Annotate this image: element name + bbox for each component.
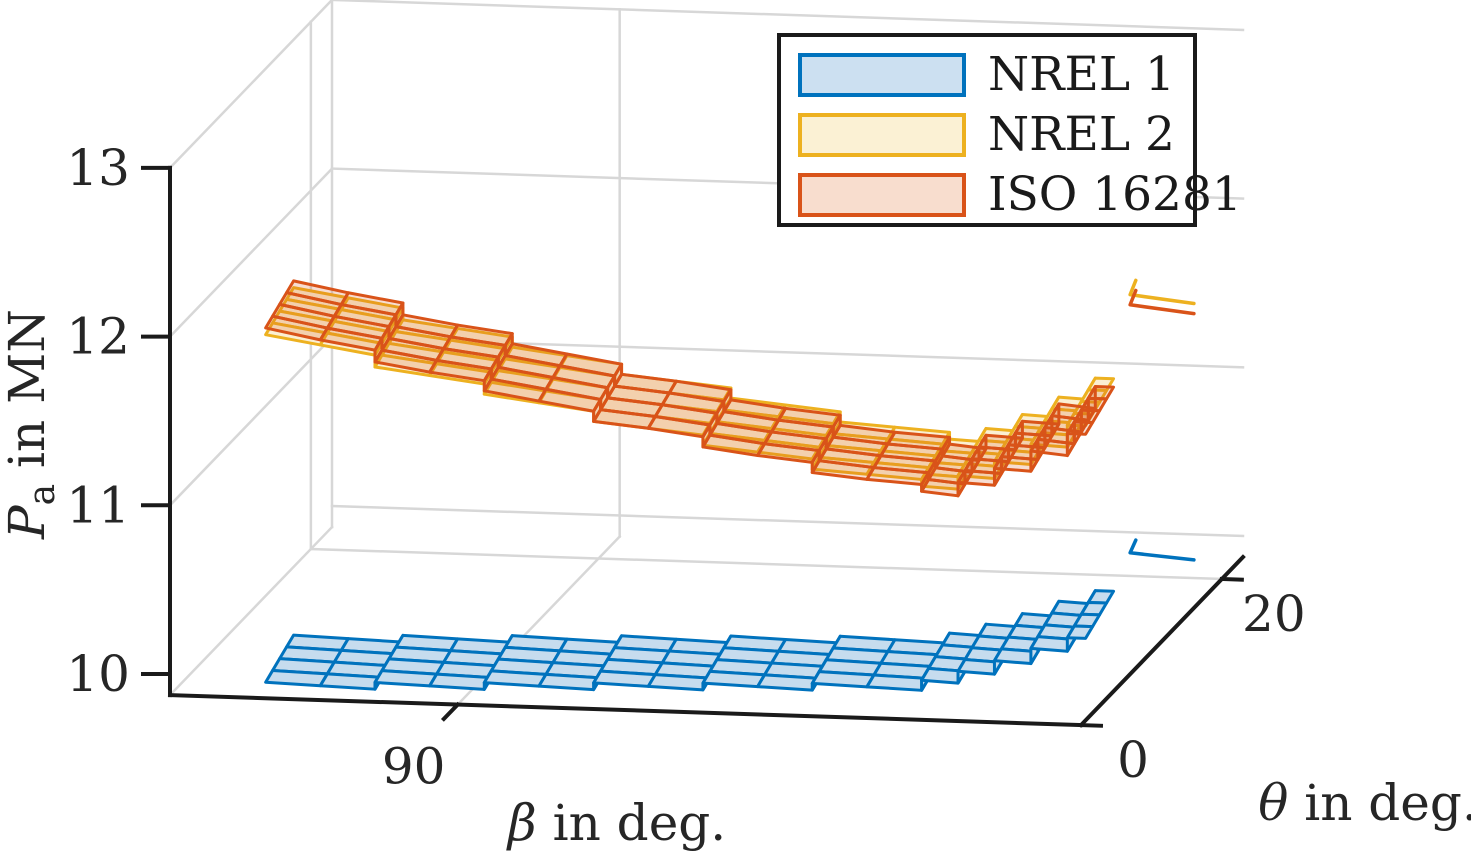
svg-text:11: 11 xyxy=(66,476,130,534)
svg-text:90: 90 xyxy=(382,738,446,796)
legend-label-nrel-2: NREL 2 xyxy=(988,107,1175,162)
svg-text:10: 10 xyxy=(66,645,130,703)
legend-item: NREL 1 xyxy=(798,51,1193,98)
surface-iso-16281 xyxy=(264,279,1116,498)
legend-swatch-iso-16281 xyxy=(798,172,966,217)
legend-label-nrel-1: NREL 1 xyxy=(988,47,1175,102)
axis-labels: β in deg. θ in deg. Pa in MN xyxy=(0,309,1471,852)
legend-label-iso-16281: ISO 16281 xyxy=(988,167,1242,222)
axis-lines xyxy=(167,165,1246,728)
surface-fragment-iso-16281 xyxy=(1128,288,1196,316)
beta-axis-label: β in deg. xyxy=(506,794,726,852)
svg-text:12: 12 xyxy=(66,308,130,366)
legend: NREL 1 NREL 2 ISO 16281 xyxy=(777,33,1242,227)
legend-swatch-nrel-2 xyxy=(798,112,966,157)
surface-nrel-1 xyxy=(264,589,1116,692)
surfaces xyxy=(264,278,1196,692)
svg-text:0: 0 xyxy=(1117,731,1149,789)
theta-axis-label: θ in deg. xyxy=(1258,774,1471,832)
tick-marks-and-labels: 10 11 12 13 90 0 20 xyxy=(66,139,1305,796)
surface-fragment-nrel-1 xyxy=(1128,538,1196,562)
svg-text:13: 13 xyxy=(66,139,130,197)
legend-swatch-nrel-1 xyxy=(798,52,966,97)
surface-fragment-nrel-2 xyxy=(1128,278,1196,306)
svg-text:20: 20 xyxy=(1242,585,1306,643)
legend-item: ISO 16281 xyxy=(798,171,1242,218)
legend-item: NREL 2 xyxy=(798,111,1193,158)
z-axis-label: Pa in MN xyxy=(0,309,63,540)
